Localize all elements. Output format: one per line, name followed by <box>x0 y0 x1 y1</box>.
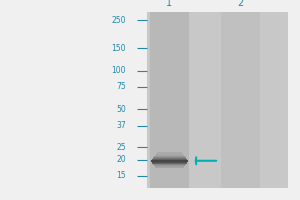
Bar <box>157 152 182 153</box>
Text: 2: 2 <box>237 0 243 8</box>
Bar <box>155 167 184 168</box>
Text: 50: 50 <box>116 105 126 114</box>
Bar <box>154 156 185 157</box>
Text: 100: 100 <box>112 66 126 75</box>
Bar <box>156 154 183 155</box>
Bar <box>147 12 288 188</box>
Text: 15: 15 <box>116 171 126 180</box>
Bar <box>155 166 184 167</box>
Text: 250: 250 <box>112 16 126 25</box>
Bar <box>155 155 184 156</box>
Bar <box>220 12 260 188</box>
Text: 20: 20 <box>116 155 126 164</box>
Bar <box>154 164 185 165</box>
Bar <box>153 157 186 158</box>
Text: 150: 150 <box>112 44 126 53</box>
Bar <box>152 162 187 163</box>
Text: 25: 25 <box>116 143 126 152</box>
Text: 75: 75 <box>116 82 126 91</box>
Text: 37: 37 <box>116 121 126 130</box>
Bar <box>153 158 186 159</box>
Bar <box>152 159 187 160</box>
Bar <box>151 160 188 161</box>
Text: 1: 1 <box>167 0 172 8</box>
Bar <box>150 12 189 188</box>
Bar <box>154 165 185 166</box>
Bar <box>151 161 188 162</box>
Bar <box>156 153 183 154</box>
Bar <box>152 163 187 164</box>
